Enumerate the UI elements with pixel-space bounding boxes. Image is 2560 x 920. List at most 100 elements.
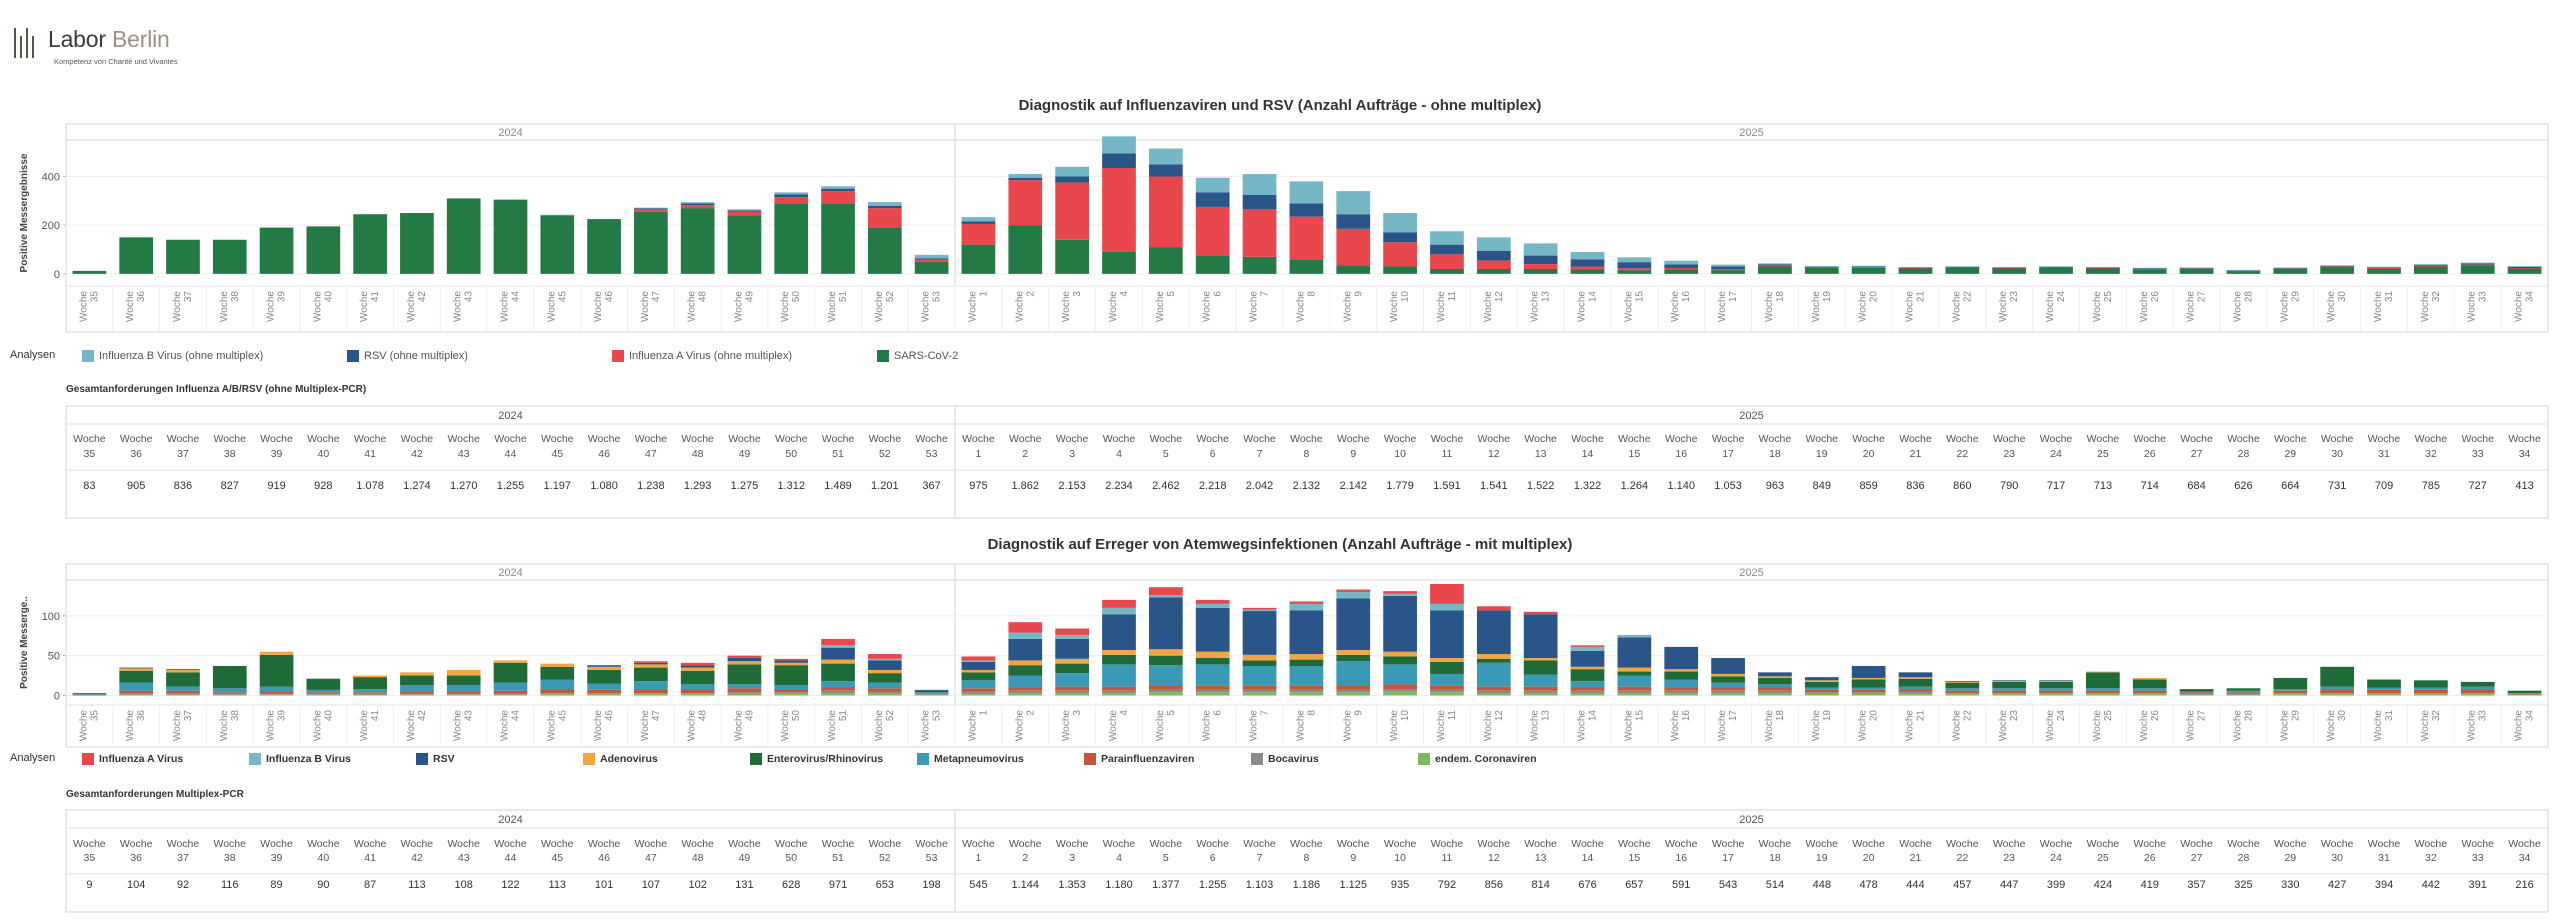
table-value: 1.377: [1152, 879, 1180, 891]
table-value: 2.462: [1152, 480, 1180, 492]
x-tick-woche: Woche: [2420, 291, 2431, 322]
x-tick-number: 19: [1822, 710, 1833, 722]
x-tick-woche: Woche: [1811, 291, 1822, 322]
x-tick-woche: Woche: [1108, 291, 1119, 322]
bar-segment: [1523, 674, 1558, 687]
bar-segment: [1055, 182, 1089, 240]
legend-item[interactable]: SARS-CoV-2: [877, 346, 958, 366]
bar-segment: [1195, 685, 1230, 690]
x-tick-number: 32: [2431, 291, 2442, 303]
labor-berlin-logo: Labor Berlin Kompetenz von Charité und V…: [12, 22, 212, 72]
x-tick-number: 23: [2009, 291, 2020, 303]
table-value: 1.103: [1246, 879, 1274, 891]
bar-segment: [961, 662, 996, 670]
bar-segment: [1430, 254, 1464, 269]
year-header-box: [65, 563, 2549, 581]
bar-segment: [2320, 666, 2355, 687]
table-value: 122: [501, 879, 519, 891]
table-week-number: 23: [2003, 448, 2015, 460]
legend-item[interactable]: Parainfluenzaviren: [1084, 749, 1194, 769]
table-week-label: Woche: [2321, 838, 2354, 850]
table-year-2024: 2024: [498, 410, 522, 422]
table-week-number: 36: [130, 448, 142, 460]
legend-item[interactable]: RSV: [416, 749, 455, 769]
table-value: 514: [1766, 879, 1784, 891]
bar-segment: [867, 693, 902, 696]
table-week-label: Woche: [260, 838, 293, 850]
bar-segment: [1898, 267, 1933, 269]
bar-segment: [1055, 634, 1089, 639]
table-week-label: Woche: [588, 433, 621, 445]
bar-segment: [119, 668, 154, 671]
bar-segment: [587, 669, 621, 684]
bar-segment: [1289, 603, 1324, 611]
legend-item[interactable]: Enterovirus/Rhinovirus: [750, 749, 883, 769]
table-value: 419: [2141, 879, 2159, 891]
table-week-label: Woche: [1946, 838, 1979, 850]
legend-label: SARS-CoV-2: [894, 350, 959, 362]
x-tick-number: 13: [1541, 710, 1552, 722]
legend-item[interactable]: Adenovirus: [583, 749, 658, 769]
bar-segment: [867, 658, 902, 661]
legend-item[interactable]: Influenza B Virus: [249, 749, 351, 769]
table-week-label: Woche: [635, 433, 668, 445]
x-tick-woche: Woche: [1295, 291, 1306, 322]
bar-segment: [166, 669, 200, 670]
table-week-label: Woche: [354, 433, 387, 445]
bar-segment: [587, 219, 621, 274]
bar-segment: [1148, 649, 1183, 656]
table-border: [65, 405, 2549, 519]
bar-segment: [1664, 267, 1699, 270]
bar-segment: [2460, 693, 2495, 696]
x-tick-woche: Woche: [453, 710, 464, 741]
bar-segment: [727, 210, 762, 212]
legend-item[interactable]: RSV (ohne multiplex): [347, 346, 468, 366]
table-week-number: 30: [2331, 852, 2343, 864]
bar-segment: [1055, 673, 1089, 687]
table-week-number: 36: [130, 852, 142, 864]
legend-item[interactable]: endem. Coronaviren: [1418, 749, 1537, 769]
table-value: 713: [2094, 480, 2112, 492]
bar-segment: [1992, 681, 2027, 689]
table-value: 785: [2422, 480, 2440, 492]
bar-segment: [1195, 658, 1230, 665]
bar-segment: [1383, 689, 1417, 692]
bar-segment: [400, 691, 434, 694]
bar-segment: [259, 686, 294, 692]
table-value: 87: [364, 879, 376, 891]
bar-segment: [1195, 177, 1230, 193]
bar-segment: [680, 693, 715, 696]
table-week-number: 16: [1675, 852, 1687, 864]
bar-segment: [680, 662, 715, 666]
bar-segment: [727, 664, 762, 685]
legend-item[interactable]: Influenza A Virus: [82, 749, 183, 769]
x-tick-number: 47: [651, 291, 662, 303]
x-tick-number: 33: [2478, 710, 2489, 722]
x-tick-number: 47: [651, 710, 662, 722]
x-tick-number: 39: [277, 291, 288, 303]
table-week-label: Woche: [1665, 433, 1698, 445]
x-tick-woche: Woche: [2373, 710, 2384, 741]
bar-segment: [2320, 265, 2355, 267]
table-week-label: Woche: [447, 838, 480, 850]
legend-item[interactable]: Bocavirus: [1251, 749, 1319, 769]
table-value: 1.541: [1480, 480, 1508, 492]
bar-segment: [821, 203, 855, 274]
table-week-label: Woche: [869, 433, 902, 445]
bar-segment: [1102, 614, 1136, 651]
x-tick-number: 48: [698, 710, 709, 722]
table-week-label: Woche: [2180, 838, 2213, 850]
bar-segment: [1664, 690, 1699, 694]
bar-segment: [2273, 693, 2308, 696]
legend-item[interactable]: Metapneumovirus: [917, 749, 1024, 769]
bar-segment: [1430, 662, 1464, 674]
table-value: 391: [2469, 879, 2487, 891]
bar-segment: [1195, 255, 1230, 274]
table-week-number: 44: [505, 448, 517, 460]
legend-item[interactable]: Influenza B Virus (ohne multiplex): [82, 346, 263, 366]
x-tick-number: 35: [89, 291, 100, 303]
table-week-number: 18: [1769, 852, 1781, 864]
x-tick-woche: Woche: [1061, 710, 1072, 741]
table-week-number: 25: [2097, 852, 2109, 864]
legend-item[interactable]: Influenza A Virus (ohne multiplex): [612, 346, 792, 366]
